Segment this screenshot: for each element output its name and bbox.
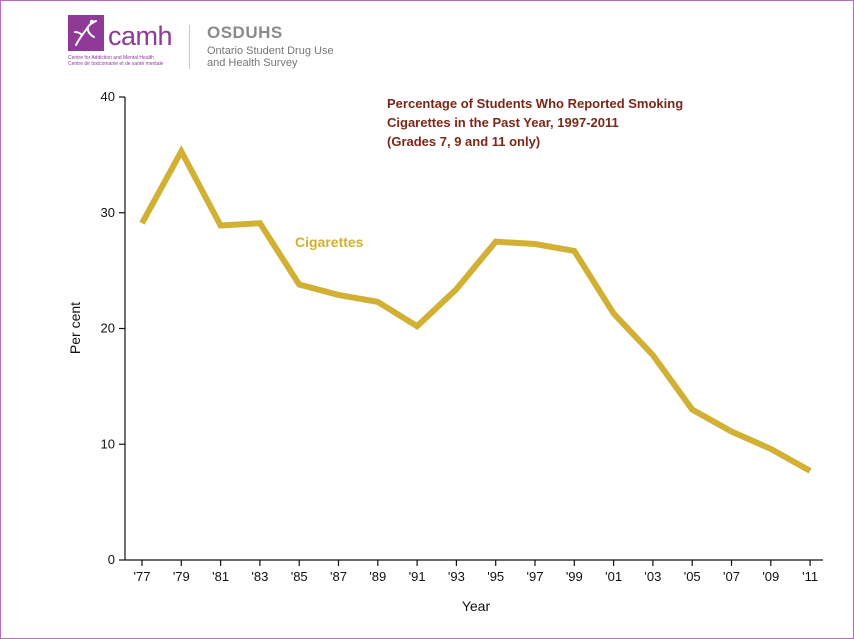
x-tick-label: '89 xyxy=(369,569,386,584)
x-tick-label: '77 xyxy=(134,569,151,584)
x-tick-label: '79 xyxy=(173,569,190,584)
chart-title-line-2: Cigarettes in the Past Year, 1997-2011 xyxy=(387,115,619,130)
x-tick-label: '03 xyxy=(644,569,661,584)
x-tick-label: '07 xyxy=(723,569,740,584)
x-axis-title: Year xyxy=(462,598,491,614)
camh-logo-text: camh xyxy=(108,21,173,51)
x-tick-label: '83 xyxy=(251,569,268,584)
chart-title-line-3: (Grades 7, 9 and 11 only) xyxy=(387,134,541,149)
survey-abbreviation: OSDUHS xyxy=(207,23,283,42)
series-label-cigarettes: Cigarettes xyxy=(295,234,364,250)
y-tick-label: 30 xyxy=(101,205,115,220)
survey-full-name: Ontario Student Drug Use and Health Surv… xyxy=(207,45,367,69)
survey-name-line-2: and Health Survey xyxy=(207,57,298,69)
osduhs-header: camh Centre for Addiction and Mental Hea… xyxy=(68,15,348,75)
x-tick-label: '05 xyxy=(684,569,701,584)
x-tick-label: '87 xyxy=(330,569,347,584)
y-axis-title: Per cent xyxy=(67,302,83,354)
x-tick-label: '95 xyxy=(487,569,504,584)
x-tick-label: '99 xyxy=(566,569,583,584)
y-tick-label: 20 xyxy=(101,321,115,336)
series-line-cigarettes xyxy=(139,145,812,474)
chart-marks: Cigarettes xyxy=(139,145,812,474)
x-tick-label: '85 xyxy=(291,569,308,584)
camh-logo-subtitle: Centre for Addiction and Mental Health C… xyxy=(68,55,198,67)
camh-figure-icon xyxy=(74,19,97,46)
x-tick-label: '93 xyxy=(448,569,465,584)
chart-title-line-1: Percentage of Students Who Reported Smok… xyxy=(387,96,684,111)
x-tick-label: '09 xyxy=(762,569,779,584)
survey-name-line-1: Ontario Student Drug Use xyxy=(207,45,334,57)
y-tick-label: 10 xyxy=(101,436,115,451)
chart-axes: 0 10 20 30 40 '77 '79 '81 '83 '85 '87 '89 '91 '93 '95 '… xyxy=(67,89,823,614)
camh-logo-icon xyxy=(68,15,104,51)
x-tick-label: '91 xyxy=(409,569,426,584)
y-tick-label: 0 xyxy=(108,552,115,567)
x-tick-label: '11 xyxy=(802,569,818,584)
y-tick-label: 40 xyxy=(101,89,115,104)
x-tick-label: '81 xyxy=(212,569,229,584)
chart-title: Percentage of Students Who Reported Smok… xyxy=(387,94,747,151)
camh-subtitle-en: Centre for Addiction and Mental Health xyxy=(68,55,154,61)
camh-subtitle-fr: Centre de toxicomanie et de santé mental… xyxy=(68,61,164,67)
x-tick-label: '97 xyxy=(527,569,544,584)
x-tick-label: '01 xyxy=(605,569,622,584)
header-divider xyxy=(189,25,190,69)
